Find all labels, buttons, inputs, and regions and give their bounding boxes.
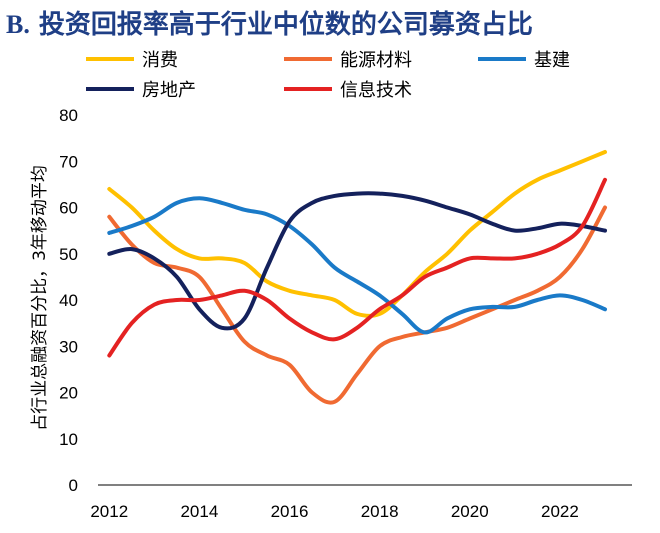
y-tick-label: 20 [59, 384, 78, 403]
x-axis: 2012 2014 2016 2018 2020 2022 [90, 484, 632, 521]
legend-label: 能源材料 [340, 50, 412, 71]
x-tick-label: 2016 [271, 502, 309, 521]
series-layer [107, 150, 607, 405]
y-tick-label: 70 [59, 152, 78, 171]
title-text: 投资回报率高于行业中位数的公司募资占比 [38, 10, 533, 40]
series-line-5 [107, 177, 607, 358]
y-tick-label: 0 [69, 476, 78, 495]
y-tick-label: 10 [59, 430, 78, 449]
x-tick-label: 2020 [451, 502, 489, 521]
y-tick-label: 50 [59, 245, 78, 264]
y-tick-label: 40 [59, 291, 78, 310]
x-tick-label: 2022 [541, 502, 579, 521]
y-axis: 0 10 20 30 40 50 60 70 80 [59, 106, 78, 495]
series-line-4 [107, 191, 607, 331]
y-tick-label: 80 [59, 106, 78, 125]
legend-label: 房地产 [142, 80, 196, 101]
title-prefix: B. [6, 10, 30, 39]
x-tick-label: 2018 [361, 502, 399, 521]
legend-label: 消费 [142, 50, 178, 71]
legend-label: 信息技术 [340, 80, 412, 101]
series-line-2 [107, 205, 607, 405]
chart-title: B. 投资回报率高于行业中位数的公司募资占比 [6, 4, 533, 41]
series-line-1 [107, 150, 607, 318]
y-tick-label: 60 [59, 199, 78, 218]
series-line-3 [107, 196, 607, 335]
y-tick-label: 30 [59, 337, 78, 356]
x-tick-label: 2014 [180, 502, 218, 521]
y-axis-label: 占行业总融资百分比，3年移动平均 [30, 165, 50, 431]
x-tick-label: 2012 [90, 502, 128, 521]
legend-label: 基建 [534, 50, 570, 71]
